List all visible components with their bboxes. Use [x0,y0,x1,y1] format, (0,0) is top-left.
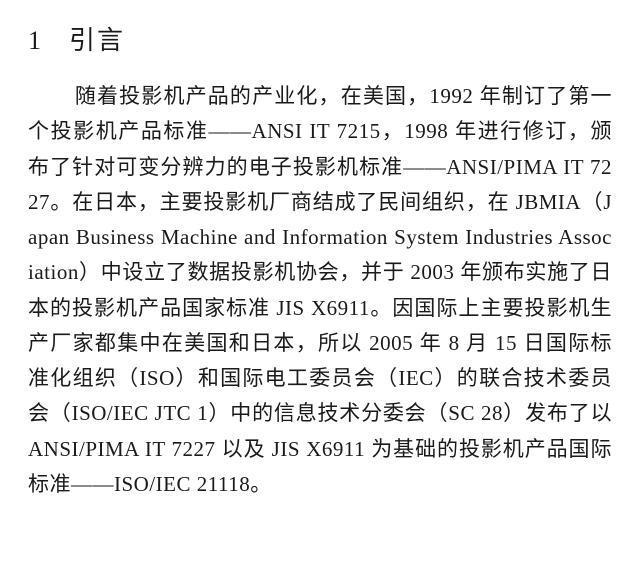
paragraph-text: 随着投影机产品的产业化，在美国，1992 年制订了第一个投影机产品标准——ANS… [28,84,612,496]
section-title: 引言 [69,26,125,55]
section-heading: 1 引言 [28,20,612,57]
section-number: 1 [28,26,43,55]
body-paragraph: 随着投影机产品的产业化，在美国，1992 年制订了第一个投影机产品标准——ANS… [28,79,612,502]
